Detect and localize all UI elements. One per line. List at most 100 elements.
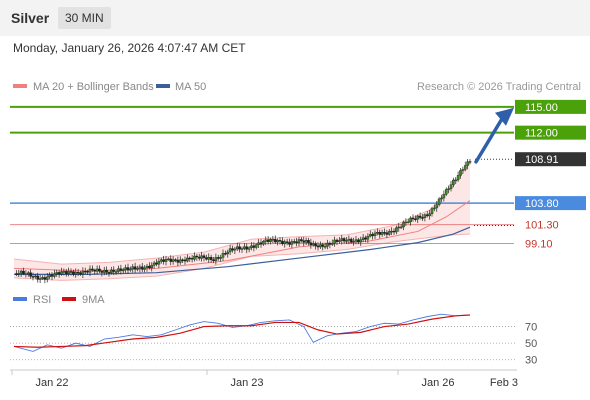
candle-bullish	[247, 247, 251, 250]
candle-bullish	[138, 266, 142, 269]
candle-bearish	[72, 271, 75, 275]
candle-bearish	[169, 258, 173, 262]
candle-bullish	[129, 268, 132, 271]
candle-bullish	[466, 161, 469, 166]
candle-bullish	[110, 269, 113, 274]
candle-bullish	[373, 232, 377, 237]
candle-bearish	[414, 218, 417, 220]
candle-bullish	[95, 268, 99, 272]
ma50-legend-label: MA 50	[175, 81, 206, 93]
candle-bullish	[376, 232, 379, 234]
candle-bearish	[31, 276, 35, 278]
candle-bullish	[88, 268, 92, 273]
candle-bullish	[402, 222, 405, 228]
rsi-ma-line	[13, 314, 471, 348]
candle-bullish	[157, 260, 161, 265]
candle-bullish	[459, 170, 462, 176]
candle-bullish	[159, 259, 163, 262]
candle-bullish	[406, 221, 410, 224]
candle-bullish	[53, 273, 56, 277]
candle-bullish	[269, 239, 272, 242]
level-tag-bg-112-00	[515, 125, 586, 140]
candle-bearish	[302, 240, 306, 243]
candle-bullish	[243, 246, 246, 249]
candle-bullish	[447, 188, 450, 190]
candle-bearish	[278, 240, 282, 242]
candle-bearish	[195, 255, 199, 258]
level-tag-112-00: 112.00	[525, 128, 558, 140]
candle-bullish	[380, 232, 384, 235]
level-tag-bg-115-00	[515, 99, 586, 114]
candle-bullish	[219, 257, 222, 259]
candle-bullish	[254, 244, 258, 248]
candle-bullish	[456, 175, 460, 181]
candle-bullish	[257, 242, 260, 245]
candle-bearish	[418, 215, 422, 218]
candle-bearish	[64, 271, 68, 274]
rsi-gridlines: 30 50 70	[10, 322, 537, 367]
timeframe-badge[interactable]: 30 MIN	[58, 7, 111, 29]
candle-bullish	[81, 270, 85, 275]
rsi-tick-70: 70	[525, 322, 537, 334]
candle-bearish	[188, 257, 192, 260]
candle-bearish	[349, 238, 353, 243]
forecast-arrow-layer	[474, 107, 514, 164]
candle-bullish	[264, 239, 268, 242]
candle-bullish	[444, 189, 448, 195]
bollinger-band-area	[14, 162, 470, 281]
candle-bullish	[390, 230, 393, 233]
candle-bearish	[295, 241, 298, 244]
candle-bearish	[307, 240, 310, 243]
candle-bullish	[124, 267, 127, 271]
candle-bullish	[62, 271, 66, 273]
candle-bearish	[107, 272, 111, 274]
candle-bullish	[435, 204, 439, 209]
candle-bullish	[330, 243, 334, 245]
candle-bearish	[216, 257, 220, 259]
candle-bullish	[437, 198, 441, 205]
x-tick-label: Jan 22	[35, 377, 68, 389]
bollinger-band-layer	[13, 162, 471, 281]
candle-bullish	[74, 271, 78, 275]
level-tag-101-30: 101.30	[525, 220, 559, 232]
candle-bullish	[193, 255, 196, 260]
candle-bullish	[200, 255, 203, 259]
candle-bullish	[38, 278, 42, 280]
candle-bullish	[433, 207, 436, 210]
x-axis-ticks: Jan 22 Jan 23 Jan 26 Feb 3	[11, 370, 518, 389]
candle-bullish	[290, 241, 294, 245]
candle-bearish	[328, 242, 332, 245]
candle-bearish	[300, 239, 303, 241]
candle-bullish	[352, 240, 355, 243]
candle-bullish	[304, 240, 308, 243]
candle-bullish	[311, 243, 315, 246]
candle-bearish	[371, 234, 374, 237]
candle-bearish	[86, 271, 89, 273]
candle-bullish	[340, 238, 344, 241]
candle-bullish	[297, 239, 301, 244]
candle-bearish	[197, 256, 201, 259]
candle-bearish	[273, 238, 277, 243]
candle-bearish	[76, 271, 80, 274]
candle-bullish	[416, 215, 420, 220]
candle-bullish	[186, 257, 189, 262]
candle-bearish	[281, 240, 284, 245]
rsi-tick-50: 50	[525, 338, 537, 350]
candle-bearish	[342, 238, 346, 242]
candle-bullish	[178, 259, 182, 263]
candle-bullish	[48, 274, 51, 278]
candle-bearish	[202, 255, 206, 258]
candle-bearish	[126, 267, 130, 271]
candle-bullish	[430, 208, 434, 214]
candle-bullish	[114, 271, 118, 273]
candle-bullish	[131, 266, 135, 270]
candle-bullish	[449, 184, 453, 189]
level-tag-bg-103-80	[515, 196, 586, 211]
candle-bullish	[333, 239, 336, 244]
candle-bullish	[271, 238, 275, 241]
candle-bullish	[55, 272, 59, 274]
candle-bullish	[283, 241, 287, 245]
ma20-line	[13, 200, 471, 272]
candle-bullish	[397, 226, 401, 229]
